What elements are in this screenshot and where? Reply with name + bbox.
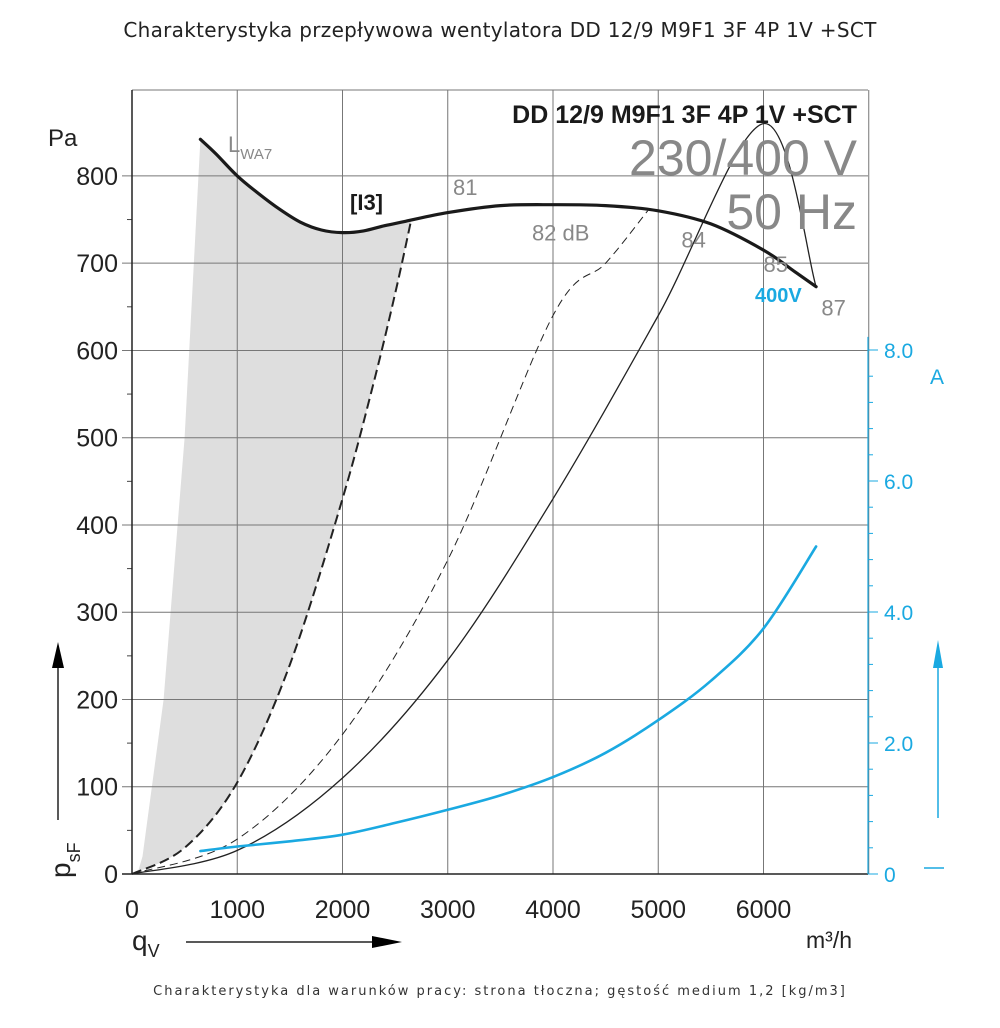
system-curve-stall (131, 221, 412, 875)
model-label: DD 12/9 M9F1 3F 4P 1V +SCT (512, 101, 857, 129)
x-tick-label: 4000 (525, 896, 581, 924)
y2-arrow-up-icon (933, 640, 943, 668)
system-curve-87-dB (131, 122, 817, 875)
system-curve-84-dB (131, 210, 649, 875)
x-axis-unit: m³/h (806, 927, 852, 953)
current-curve-400V (199, 545, 818, 853)
chart-footnote: Charakterystyka dla warunków pracy: stro… (153, 984, 847, 999)
x-tick-label: 2000 (315, 896, 371, 924)
db-annotation: 87 (821, 296, 845, 321)
y-tick-label: 500 (76, 425, 118, 453)
y-tick-label: 200 (76, 686, 118, 714)
x-tick-label: 1000 (209, 896, 265, 924)
lwa-label: LWA7 (228, 132, 272, 163)
y2-tick-label: 4.0 (884, 602, 913, 625)
db-annotation: 81 (453, 175, 477, 200)
y-tick-label: 400 (76, 512, 118, 540)
y-tick-label: 100 (76, 774, 118, 802)
db-annotation: 82 dB (532, 220, 590, 245)
page-title: Charakterystyka przepływowa wentylatora … (123, 18, 877, 42)
x-arrow-right-icon (372, 936, 402, 948)
frequency-label: 50 Hz (726, 184, 857, 240)
y-tick-label: 0 (104, 861, 118, 889)
forbidden-zone-shade (132, 139, 411, 875)
y2-tick-label: 2.0 (884, 733, 913, 756)
voltage-label: 230/400 V (629, 130, 858, 186)
db-annotation: 85 (764, 252, 788, 277)
y-tick-label: 700 (76, 250, 118, 278)
y-axis-unit: Pa (48, 125, 78, 152)
y-tick-label: 800 (76, 163, 118, 191)
x-axis-label: qV (132, 925, 160, 961)
y2-axis-unit: A (930, 366, 944, 389)
pressure-curve-I3 (198, 137, 818, 289)
y-arrow-up-icon (52, 642, 64, 668)
x-tick-label: 3000 (420, 896, 476, 924)
y2-tick-label: 0 (884, 864, 896, 887)
db-annotation: 84 (681, 227, 705, 252)
x-tick-label: 6000 (736, 896, 792, 924)
y-tick-label: 300 (76, 599, 118, 627)
y-tick-label: 600 (76, 337, 118, 365)
y2-tick-label: 6.0 (884, 471, 913, 494)
current-curve-label: 400V (755, 285, 802, 307)
y-axis-label: psF (45, 842, 84, 878)
y2-tick-label: 8.0 (884, 340, 913, 363)
pressure-curve-label: [I3] (350, 190, 383, 215)
x-tick-label: 0 (125, 896, 139, 924)
x-tick-label: 5000 (630, 896, 686, 924)
